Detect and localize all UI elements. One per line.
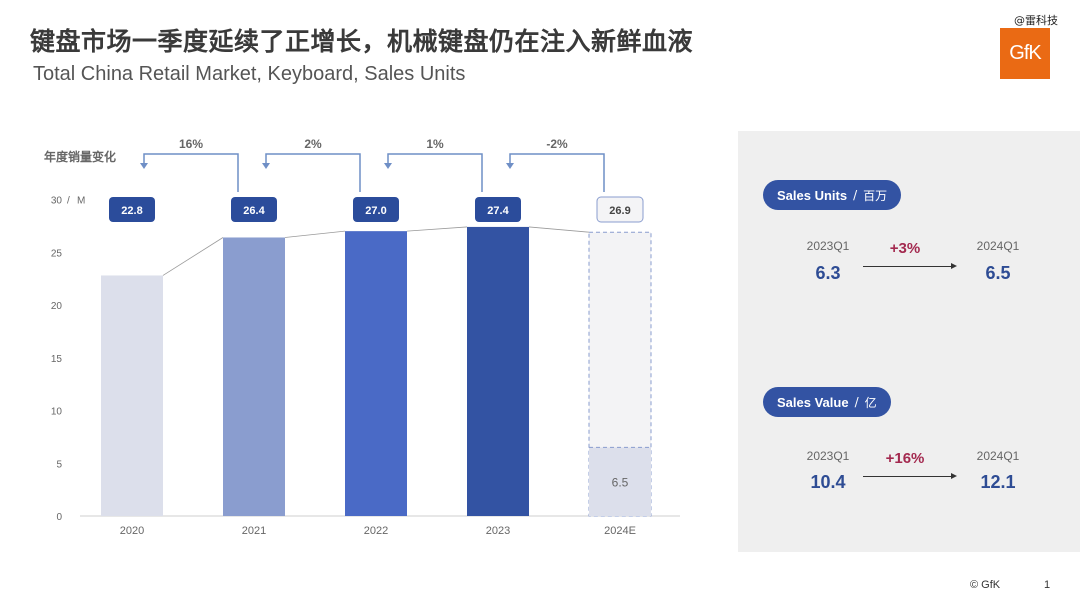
value-badge xyxy=(353,197,399,222)
y-tick-label: 25 xyxy=(51,248,63,259)
kpi-unit: 亿 xyxy=(864,395,877,410)
kpi-prev-label: 2023Q1 xyxy=(806,239,850,253)
y-tick-label: 30 xyxy=(51,196,63,207)
y-tick-label: 20 xyxy=(51,301,63,312)
y-tick-label: 5 xyxy=(56,459,62,470)
growth-label: 16% xyxy=(179,137,203,151)
footer-copyright: © GfK xyxy=(970,579,1001,591)
y-tick-label: 0 xyxy=(56,512,62,523)
trend-line xyxy=(528,226,590,233)
kpi-unit: 百万 xyxy=(863,188,888,203)
growth-label: -2% xyxy=(546,137,568,151)
growth-label: 2% xyxy=(304,137,322,151)
kpi-change: +3% xyxy=(889,240,921,257)
bar-2023 xyxy=(467,226,529,516)
kpi-prev-value: 6.3 xyxy=(815,263,841,283)
growth-connector xyxy=(509,153,605,192)
growth-arrowhead xyxy=(140,163,148,169)
sales-units-pill: Sales Units / 百万 xyxy=(763,180,902,210)
y-tick-label: 10 xyxy=(51,407,63,418)
x-tick-label: 2021 xyxy=(242,525,266,537)
value-label: 27.4 xyxy=(487,205,509,217)
bar-2022 xyxy=(345,231,407,516)
kpi-panel: Sales Units / 百万 2023Q1 6.3 +3% 2024Q1 6… xyxy=(738,131,1080,552)
gfk-logo: GfK xyxy=(1000,28,1050,79)
growth-arrowhead xyxy=(506,163,514,169)
kpi-curr-label: 2024Q1 xyxy=(976,239,1020,253)
kpi-title: Sales Value xyxy=(777,394,849,410)
kpi-unit-separator: / xyxy=(853,188,858,202)
value-badge xyxy=(231,197,277,222)
kpi-unit-separator: / xyxy=(854,395,859,409)
value-badge xyxy=(109,197,155,222)
y-unit-label: M xyxy=(77,196,85,207)
kpi-prev-label: 2023Q1 xyxy=(806,449,850,463)
x-tick-label: 2024E xyxy=(604,525,636,537)
bar-2021 xyxy=(223,237,285,517)
bar-chart: 年度销量变化 0 5 10 15 20 25 30 / M 6.5 2020 2021 2022 2023 2… xyxy=(44,137,680,537)
page-subtitle: Total China Retail Market, Keyboard, Sal… xyxy=(33,63,466,85)
logo-text: GfK xyxy=(1009,42,1041,64)
sales-value-pill: Sales Value / 亿 xyxy=(763,387,891,417)
y-tick-label: 15 xyxy=(51,354,63,365)
growth-connector xyxy=(143,153,239,192)
trend-line xyxy=(406,226,468,232)
bar-2020 xyxy=(101,275,163,516)
chart-title: 年度销量变化 xyxy=(44,149,116,164)
growth-connector xyxy=(387,153,483,192)
kpi-change: +16% xyxy=(885,450,925,467)
growth-arrowhead xyxy=(384,163,392,169)
value-badge xyxy=(475,197,521,222)
kpi-curr-value: 6.5 xyxy=(985,263,1011,283)
value-label: 26.9 xyxy=(609,205,630,217)
value-label: 26.4 xyxy=(243,205,265,217)
page-number: 1 xyxy=(1044,579,1051,591)
value-label: 27.0 xyxy=(365,205,386,217)
bar-2024q1-actual xyxy=(589,447,651,516)
kpi-arrow xyxy=(863,263,957,269)
kpi-title: Sales Units xyxy=(777,187,848,203)
x-tick-label: 2023 xyxy=(486,525,510,537)
value-label: 22.8 xyxy=(121,205,142,217)
watermark: @雷科技 xyxy=(1014,14,1058,27)
trend-line xyxy=(284,230,346,238)
value-badge xyxy=(596,196,644,223)
page-title: 键盘市场一季度延续了正增长，机械键盘仍在注入新鲜血液 xyxy=(30,27,694,56)
kpi-curr-value: 12.1 xyxy=(980,472,1016,492)
x-tick-label: 2020 xyxy=(120,525,144,537)
trend-line xyxy=(162,237,224,276)
growth-label: 1% xyxy=(426,137,444,151)
partial-value-label: 6.5 xyxy=(612,476,629,490)
y-unit-separator: / xyxy=(67,196,70,207)
x-tick-label: 2022 xyxy=(364,525,388,537)
kpi-arrow xyxy=(863,473,957,479)
kpi-curr-label: 2024Q1 xyxy=(976,449,1020,463)
growth-arrowhead xyxy=(262,163,270,169)
growth-connector xyxy=(265,153,361,192)
kpi-prev-value: 10.4 xyxy=(810,472,846,492)
